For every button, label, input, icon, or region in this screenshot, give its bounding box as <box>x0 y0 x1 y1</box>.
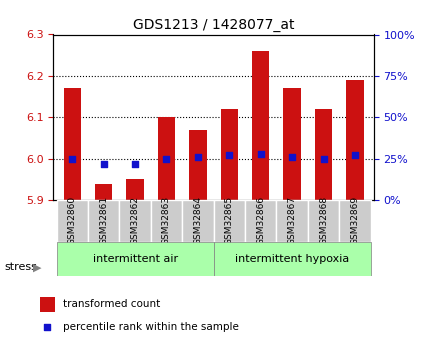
Point <box>163 156 170 161</box>
Bar <box>346 80 364 200</box>
Text: GSM32867: GSM32867 <box>287 196 297 245</box>
Point <box>69 156 76 161</box>
Point <box>226 152 233 158</box>
FancyBboxPatch shape <box>88 200 119 242</box>
Bar <box>189 130 206 200</box>
Text: GSM32866: GSM32866 <box>256 196 265 245</box>
Text: ▶: ▶ <box>33 263 42 272</box>
Text: GSM32868: GSM32868 <box>319 196 328 245</box>
FancyBboxPatch shape <box>57 241 214 276</box>
Bar <box>315 109 332 200</box>
FancyBboxPatch shape <box>339 200 371 242</box>
Bar <box>40 297 55 312</box>
FancyBboxPatch shape <box>57 200 88 242</box>
Bar <box>252 51 269 200</box>
Text: GSM32860: GSM32860 <box>68 196 77 245</box>
Point <box>352 152 359 158</box>
FancyBboxPatch shape <box>214 241 371 276</box>
FancyBboxPatch shape <box>214 200 245 242</box>
Text: GSM32862: GSM32862 <box>130 196 140 245</box>
Point <box>257 151 264 157</box>
FancyBboxPatch shape <box>308 200 339 242</box>
Point <box>288 154 295 160</box>
Text: intermittent hypoxia: intermittent hypoxia <box>235 254 349 264</box>
FancyBboxPatch shape <box>276 200 308 242</box>
Bar <box>126 179 144 200</box>
Text: GSM32869: GSM32869 <box>351 196 360 245</box>
Text: percentile rank within the sample: percentile rank within the sample <box>63 323 239 333</box>
Point <box>335 215 342 220</box>
FancyBboxPatch shape <box>119 200 151 242</box>
Text: GSM32864: GSM32864 <box>194 196 202 245</box>
FancyBboxPatch shape <box>182 200 214 242</box>
Text: stress: stress <box>4 263 37 272</box>
Bar <box>95 184 112 200</box>
Text: transformed count: transformed count <box>63 299 160 309</box>
Bar <box>221 109 238 200</box>
Point <box>320 156 327 161</box>
FancyBboxPatch shape <box>245 200 276 242</box>
FancyBboxPatch shape <box>151 200 182 242</box>
Point <box>132 161 139 166</box>
Point <box>194 154 202 160</box>
Text: GSM32863: GSM32863 <box>162 196 171 245</box>
Title: GDS1213 / 1428077_at: GDS1213 / 1428077_at <box>133 18 294 32</box>
Bar <box>64 88 81 200</box>
Text: GSM32865: GSM32865 <box>225 196 234 245</box>
Point <box>100 161 107 166</box>
Text: intermittent air: intermittent air <box>93 254 178 264</box>
Bar <box>158 117 175 200</box>
Text: GSM32861: GSM32861 <box>99 196 108 245</box>
Bar <box>283 88 301 200</box>
